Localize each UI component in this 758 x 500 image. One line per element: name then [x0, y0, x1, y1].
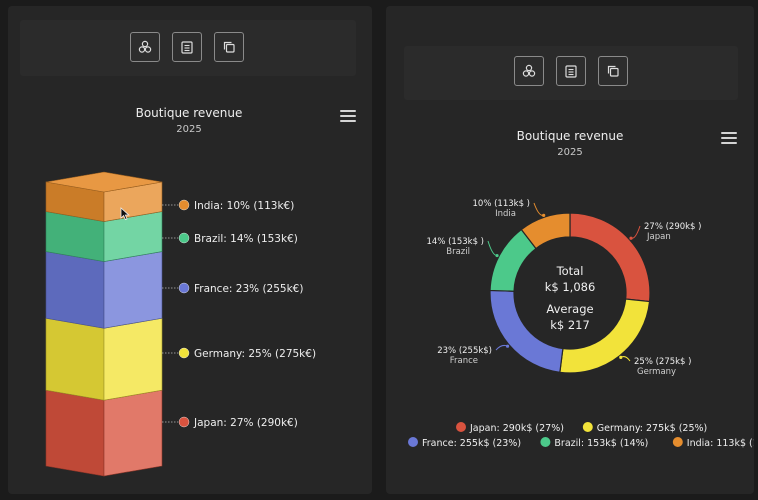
legend-label: Japan: 290k$ (27%) [469, 423, 564, 434]
donut-data-sublabel: India [495, 209, 516, 219]
donut-slice-india[interactable] [520, 212, 571, 250]
donut-center-average-value: k$ 217 [550, 318, 590, 332]
donut-center-average-label: Average [546, 302, 593, 316]
legend-item-india[interactable]: India: 113k$ (10%) [672, 437, 754, 449]
donut-data-label: 23% (255k$) [437, 346, 492, 356]
pyramid-segment-france[interactable] [45, 251, 163, 329]
donut-data-sublabel: Brazil [446, 247, 470, 257]
pyramid-label-marker [178, 282, 190, 294]
legend-label: France: 255k$ (23%) [422, 438, 521, 449]
donut-data-label: 10% (113k$ ) [473, 199, 530, 209]
pyramid-chart: Japan: 27% (290k€) Germany: 25% (275k€) Fr… [45, 171, 316, 477]
clipboard-list-icon [565, 65, 577, 78]
donut-connector [495, 344, 508, 351]
right-toolbar [404, 46, 738, 100]
donut-connector-dot [505, 344, 510, 348]
donut-connector-dot [629, 236, 633, 240]
pyramid-top-face [45, 171, 163, 193]
donut-connector-dot [495, 253, 499, 258]
data-table-button[interactable] [172, 32, 202, 62]
legend-item-france[interactable]: France: 255k$ (23%) [408, 437, 521, 449]
mouse-cursor-icon [120, 207, 130, 221]
chart-type-button[interactable] [514, 56, 544, 86]
pyramid-segment-left-face [45, 251, 105, 329]
pyramid-segment-india[interactable] [45, 181, 163, 222]
right-chart-panel: Boutique revenue 2025 27% (290k$ ) Japan 2… [386, 6, 754, 494]
legend-marker [672, 437, 683, 447]
donut-connector-dot [542, 213, 546, 217]
donut-data-sublabel: France [450, 356, 478, 366]
legend-label: India: 113k$ (10%) [687, 438, 754, 449]
legend-item-japan[interactable]: Japan: 290k$ (27%) [456, 422, 564, 434]
pyramid-segment-right-face [103, 317, 163, 401]
copy-icon [223, 41, 235, 53]
donut-chart: 27% (290k$ )Japan 25% (275k$ )Germany 23% … [408, 199, 754, 449]
pyramid-segment-japan[interactable] [45, 389, 163, 477]
legend-marker [408, 437, 418, 447]
pyramid-label-marker [178, 199, 190, 211]
donut-data-sublabel: Germany [637, 367, 676, 377]
right-chart-title: Boutique revenue [516, 129, 624, 143]
right-chart-subtitle: 2025 [557, 147, 583, 158]
legend-marker [456, 422, 466, 432]
donut-connector [533, 202, 544, 216]
copy-button[interactable] [214, 32, 244, 62]
pyramid-data-label: India: 10% (113k€) [194, 200, 294, 212]
pyramid-label-marker [178, 347, 190, 359]
donut-data-label: 25% (275k$ ) [634, 357, 691, 367]
pyramid-data-label: Germany: 25% (275k€) [194, 348, 316, 360]
legend-label: Germany: 275k$ (25%) [597, 423, 707, 434]
legend-marker [540, 437, 551, 447]
copy-button[interactable] [598, 56, 628, 86]
pyramid-segment-brazil[interactable] [45, 211, 163, 262]
left-chart-subtitle: 2025 [176, 124, 202, 135]
legend-marker [582, 422, 593, 432]
pyramid-segment-left-face [45, 389, 105, 477]
pyramid-data-label: Brazil: 14% (153k€) [194, 233, 298, 245]
shapes-icon [138, 40, 152, 53]
pyramid-segment-right-face [103, 389, 163, 477]
left-chart-panel: Boutique revenue 2025 Japan: 27% (290k€)… [8, 6, 372, 494]
pyramid-data-label: Japan: 27% (290k€) [193, 417, 298, 429]
pyramid-label-marker [178, 416, 190, 428]
donut-center-total-label: Total [556, 264, 584, 278]
clipboard-list-icon [181, 41, 193, 54]
pyramid-label-marker [178, 232, 190, 244]
donut-data-label: 14% (153k$ ) [427, 237, 484, 247]
donut-data-sublabel: Japan [646, 232, 671, 242]
data-table-button[interactable] [556, 56, 586, 86]
legend-item-germany[interactable]: Germany: 275k$ (25%) [582, 422, 707, 434]
donut-connector [630, 225, 641, 239]
pyramid-data-label: France: 23% (255k€) [194, 283, 303, 295]
pyramid-segment-germany[interactable] [45, 317, 163, 401]
left-toolbar [20, 20, 356, 76]
left-chart-title: Boutique revenue [135, 106, 243, 120]
pyramid-segment-left-face [45, 317, 105, 401]
pyramid-segment-right-face [103, 251, 163, 329]
shapes-icon [522, 64, 536, 77]
right-chart-menu-button[interactable] [721, 132, 737, 144]
donut-center-total-value: k$ 1,086 [545, 280, 596, 294]
donut-connector-dot [619, 355, 623, 359]
legend-label: Brazil: 153k$ (14%) [554, 438, 648, 449]
legend-item-brazil[interactable]: Brazil: 153k$ (14%) [540, 437, 648, 449]
donut-connector [487, 240, 498, 257]
copy-icon [607, 65, 619, 77]
left-chart-menu-button[interactable] [340, 110, 356, 122]
chart-type-button[interactable] [130, 32, 160, 62]
donut-data-label: 27% (290k$ ) [644, 222, 701, 232]
